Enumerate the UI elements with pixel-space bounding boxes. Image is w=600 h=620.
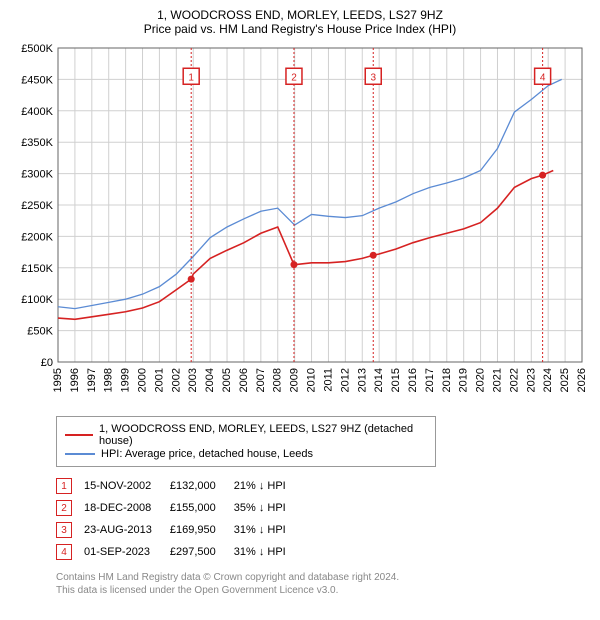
xtick-label: 1999 xyxy=(120,368,132,392)
xtick-label: 2015 xyxy=(390,368,402,392)
xtick-label: 2018 xyxy=(441,368,453,392)
xtick-label: 2013 xyxy=(356,368,368,392)
ytick-label: £350K xyxy=(21,137,53,149)
sale-index-box: 4 xyxy=(56,544,72,560)
ytick-label: £200K xyxy=(21,231,53,243)
price-chart: £0 £50K £100K £150K £200K £250K £300K £350K £400… xyxy=(8,42,592,412)
sale-price: £132,000 xyxy=(170,475,234,497)
ytick-label: £500K xyxy=(21,43,53,55)
xtick-label: 1996 xyxy=(69,368,81,392)
sale-date: 15-NOV-2002 xyxy=(84,475,170,497)
ytick-label: £250K xyxy=(21,200,53,212)
xtick-label: 2001 xyxy=(153,368,165,392)
xtick-label: 2011 xyxy=(322,368,334,392)
sale-index-box: 2 xyxy=(56,500,72,516)
chart-title-line2: Price paid vs. HM Land Registry's House … xyxy=(8,22,592,36)
table-row: 3 23-AUG-2013£169,95031% ↓ HPI xyxy=(56,519,304,541)
chart-container: £0 £50K £100K £150K £200K £250K £300K £350K £400… xyxy=(8,42,592,412)
sales-table: 1 15-NOV-2002£132,00021% ↓ HPI 2 18-DEC-200… xyxy=(56,475,304,563)
xtick-label: 2023 xyxy=(525,368,537,392)
xtick-label: 2006 xyxy=(238,368,250,392)
table-row: 4 01-SEP-2023£297,50031% ↓ HPI xyxy=(56,541,304,563)
xtick-label: 2022 xyxy=(508,368,520,392)
sale-index-box: 3 xyxy=(56,522,72,538)
sale-index-box: 1 xyxy=(56,478,72,494)
xtick-label: 2007 xyxy=(255,368,267,392)
legend-item: 1, WOODCROSS END, MORLEY, LEEDS, LS27 9H… xyxy=(65,423,427,447)
sale-marker-label: 3 xyxy=(370,72,376,83)
xtick-label: 2021 xyxy=(491,368,503,392)
sale-point xyxy=(188,276,195,283)
xtick-label: 1997 xyxy=(86,368,98,392)
legend-item: HPI: Average price, detached house, Leed… xyxy=(65,448,427,460)
footnote: Contains HM Land Registry data © Crown c… xyxy=(56,571,582,597)
sale-price: £297,500 xyxy=(170,541,234,563)
sale-price: £155,000 xyxy=(170,497,234,519)
xtick-label: 2016 xyxy=(407,368,419,392)
xtick-label: 2003 xyxy=(187,368,199,392)
sale-point xyxy=(290,261,297,268)
sale-delta: 35% ↓ HPI xyxy=(234,497,304,519)
ytick-label: £150K xyxy=(21,263,53,275)
sale-point xyxy=(370,252,377,259)
xtick-label: 2019 xyxy=(458,368,470,392)
xtick-label: 2026 xyxy=(576,368,588,392)
sale-point xyxy=(539,172,546,179)
xtick-label: 2014 xyxy=(373,368,385,392)
xtick-label: 1998 xyxy=(103,368,115,392)
xtick-label: 2002 xyxy=(170,368,182,392)
xtick-label: 2000 xyxy=(137,368,149,392)
ytick-label: £50K xyxy=(27,326,53,338)
xtick-label: 1995 xyxy=(52,368,64,392)
chart-legend: 1, WOODCROSS END, MORLEY, LEEDS, LS27 9H… xyxy=(56,416,436,467)
sale-marker-label: 4 xyxy=(540,72,546,83)
table-row: 2 18-DEC-2008£155,00035% ↓ HPI xyxy=(56,497,304,519)
chart-title-block: 1, WOODCROSS END, MORLEY, LEEDS, LS27 9H… xyxy=(8,8,592,36)
ytick-label: £100K xyxy=(21,294,53,306)
sale-date: 18-DEC-2008 xyxy=(84,497,170,519)
sale-date: 23-AUG-2013 xyxy=(84,519,170,541)
xtick-label: 2024 xyxy=(542,368,554,392)
sale-price: £169,950 xyxy=(170,519,234,541)
legend-swatch xyxy=(65,434,93,436)
sale-delta: 31% ↓ HPI xyxy=(234,519,304,541)
ytick-label: £0 xyxy=(41,357,53,369)
xtick-label: 2009 xyxy=(289,368,301,392)
xtick-label: 2005 xyxy=(221,368,233,392)
xtick-label: 2025 xyxy=(559,368,571,392)
table-row: 1 15-NOV-2002£132,00021% ↓ HPI xyxy=(56,475,304,497)
legend-label: 1, WOODCROSS END, MORLEY, LEEDS, LS27 9H… xyxy=(99,423,427,447)
xtick-label: 2017 xyxy=(424,368,436,392)
sale-delta: 21% ↓ HPI xyxy=(234,475,304,497)
xtick-label: 2008 xyxy=(272,368,284,392)
ytick-label: £300K xyxy=(21,169,53,181)
footnote-line1: Contains HM Land Registry data © Crown c… xyxy=(56,571,582,584)
sale-delta: 31% ↓ HPI xyxy=(234,541,304,563)
sale-marker-label: 2 xyxy=(291,72,297,83)
sale-marker-label: 1 xyxy=(188,72,194,83)
xtick-label: 2012 xyxy=(339,368,351,392)
sale-date: 01-SEP-2023 xyxy=(84,541,170,563)
chart-title-line1: 1, WOODCROSS END, MORLEY, LEEDS, LS27 9H… xyxy=(8,8,592,22)
xtick-label: 2004 xyxy=(204,368,216,392)
ytick-label: £400K xyxy=(21,106,53,118)
footnote-line2: This data is licensed under the Open Gov… xyxy=(56,584,582,597)
xtick-label: 2020 xyxy=(475,368,487,392)
ytick-label: £450K xyxy=(21,74,53,86)
legend-label: HPI: Average price, detached house, Leed… xyxy=(101,448,313,460)
xtick-label: 2010 xyxy=(306,368,318,392)
legend-swatch xyxy=(65,453,95,455)
